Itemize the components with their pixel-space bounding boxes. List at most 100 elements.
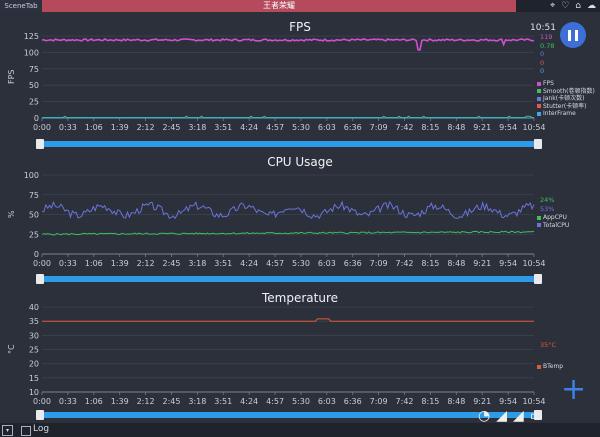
legend-swatch <box>537 81 541 86</box>
cpu-scroll-start-handle[interactable] <box>36 274 44 284</box>
status-time: 10:51 <box>530 23 556 33</box>
temp-legend: BTemp <box>537 363 563 371</box>
cpu-scroll-end-handle[interactable] <box>534 274 542 284</box>
cpu-legend: AppCPU TotalCPU <box>537 214 569 229</box>
legend-label: Stutter(卡顿率) <box>543 102 587 110</box>
fps-x-tick: 8:15 <box>421 123 439 132</box>
cpu-x-tick: 7:09 <box>370 259 388 268</box>
legend-swatch <box>537 104 541 109</box>
fps-series-line <box>41 37 535 51</box>
fps-y-tick: 25 <box>29 98 39 107</box>
scene-tab[interactable]: SceneTab <box>0 0 43 12</box>
cloud-icon[interactable]: ☁ <box>587 1 596 11</box>
log-checkbox[interactable] <box>21 426 31 436</box>
temp-scroll-end-handle[interactable] <box>534 410 542 420</box>
legend-swatch <box>537 89 541 94</box>
fps-x-tick: 6:03 <box>318 123 336 132</box>
fps-y-tick: 100 <box>24 48 39 57</box>
temp-x-tick: 3:18 <box>188 397 206 406</box>
temp-x-tick: 4:24 <box>240 397 258 406</box>
cpu-x-tick: 6:03 <box>318 259 336 268</box>
totalcpu-series-line <box>41 200 535 220</box>
temp-x-tick: 9:21 <box>473 397 491 406</box>
temp-x-tick: 0:00 <box>33 397 51 406</box>
temperature-chart: 40 35 30 25 20 15 100:00 0:33 1:06 1:39 2:12 2:45 3:… <box>29 303 546 406</box>
legend-item: Jank(卡顿次数) <box>537 95 595 103</box>
temp-x-tick: 7:42 <box>396 397 414 406</box>
fps-timeline-scrollbar[interactable] <box>36 139 542 149</box>
temp-y-tick: 15 <box>29 374 39 383</box>
legend-swatch <box>537 364 541 369</box>
legend-label: AppCPU <box>543 214 567 221</box>
signal-icon: ◢ <box>496 408 507 424</box>
cpu-y-tick: 100 <box>24 171 39 180</box>
temp-scroll-start-handle[interactable] <box>36 410 44 420</box>
top-bar: SceneTab 王者荣耀 ⌖ ♡ ⌂ ☁ <box>0 0 600 12</box>
cpu-x-tick: 4:57 <box>266 259 284 268</box>
signal-icon: ◢ <box>513 408 524 424</box>
legend-item: Smooth(卷顿指数) <box>537 88 595 96</box>
temp-y-tick: 25 <box>29 346 39 355</box>
fps-x-tick: 0:33 <box>59 123 77 132</box>
current-value: 24% <box>540 196 555 204</box>
cpu-chart-title: CPU Usage <box>267 155 333 169</box>
current-value: 119 <box>540 33 553 41</box>
current-value: 53% <box>540 204 555 213</box>
temp-x-tick: 9:54 <box>499 397 517 406</box>
temp-y-tick: 30 <box>29 331 39 340</box>
bottom-bar: ▾ Log <box>0 423 600 437</box>
legend-label: InterFrame <box>543 110 576 117</box>
temp-chart-title: Temperature <box>261 291 338 305</box>
fps-x-tick: 9:21 <box>473 123 491 132</box>
cpu-y-tick: 0 <box>34 250 39 259</box>
fps-x-tick: 0:00 <box>33 123 51 132</box>
smooth-series-line <box>42 115 534 118</box>
fps-legend: FPS Smooth(卷顿指数) Jank(卡顿次数) Stutter(卡顿率) Int… <box>537 80 595 118</box>
add-button[interactable]: + <box>561 372 587 407</box>
fps-x-tick: 1:39 <box>111 123 129 132</box>
cpu-x-tick: 3:51 <box>214 259 232 268</box>
cpu-x-tick: 10:54 <box>522 259 545 268</box>
cpu-value-stack: 24% 53% <box>540 196 554 213</box>
home-icon[interactable]: ⌂ <box>575 1 581 11</box>
fps-scroll-start-handle[interactable] <box>36 139 44 149</box>
fps-x-tick: 10:54 <box>522 123 545 132</box>
fps-x-tick: 4:57 <box>266 123 284 132</box>
temp-x-tick: 5:30 <box>292 397 310 406</box>
bulb-icon[interactable]: ♡ <box>561 1 570 11</box>
legend-label: Jank(卡顿次数) <box>543 95 585 102</box>
temp-x-tick: 1:06 <box>85 397 103 406</box>
temp-x-tick: 6:36 <box>344 397 362 406</box>
fps-x-tick: 7:09 <box>370 123 388 132</box>
current-value: 0 <box>540 67 545 75</box>
legend-swatch <box>537 111 541 116</box>
current-value: 0 <box>540 58 545 67</box>
cpu-y-tick: 25 <box>29 230 39 239</box>
location-icon[interactable]: ⌖ <box>550 1 556 11</box>
system-status-icons: ◔ ◢ ◢ ▭ <box>478 408 543 424</box>
pause-button[interactable] <box>560 22 586 48</box>
dropdown-icon[interactable]: ▾ <box>2 425 13 436</box>
legend-item: FPS <box>537 80 595 88</box>
legend-item: InterFrame <box>537 110 595 118</box>
temp-y-tick: 20 <box>29 360 39 369</box>
pause-icon <box>568 29 571 41</box>
cpu-timeline-scrollbar[interactable] <box>36 274 542 284</box>
cpu-x-tick: 8:48 <box>447 259 465 268</box>
cpu-x-tick: 0:00 <box>33 259 51 268</box>
fps-scroll-end-handle[interactable] <box>534 139 542 149</box>
current-value: 35°C <box>540 341 557 349</box>
fps-x-tick: 7:42 <box>396 123 414 132</box>
temp-x-tick: 6:03 <box>318 397 336 406</box>
temp-x-tick: 10:54 <box>522 397 545 406</box>
cpu-chart: 100 75 50 25 00:00 0:33 1:06 1:39 2:12 2:45 3:18 3:… <box>24 171 546 268</box>
cpu-x-tick: 3:18 <box>188 259 206 268</box>
cpu-y-tick: 50 <box>29 211 39 220</box>
temp-value-stack: 35°C <box>540 341 556 350</box>
temp-timeline-scrollbar[interactable] <box>36 410 542 420</box>
fps-y-tick: 75 <box>29 65 39 74</box>
temp-x-tick: 2:12 <box>137 397 155 406</box>
app-title-tab[interactable]: 王者荣耀 <box>42 0 516 12</box>
temp-x-tick: 3:51 <box>214 397 232 406</box>
